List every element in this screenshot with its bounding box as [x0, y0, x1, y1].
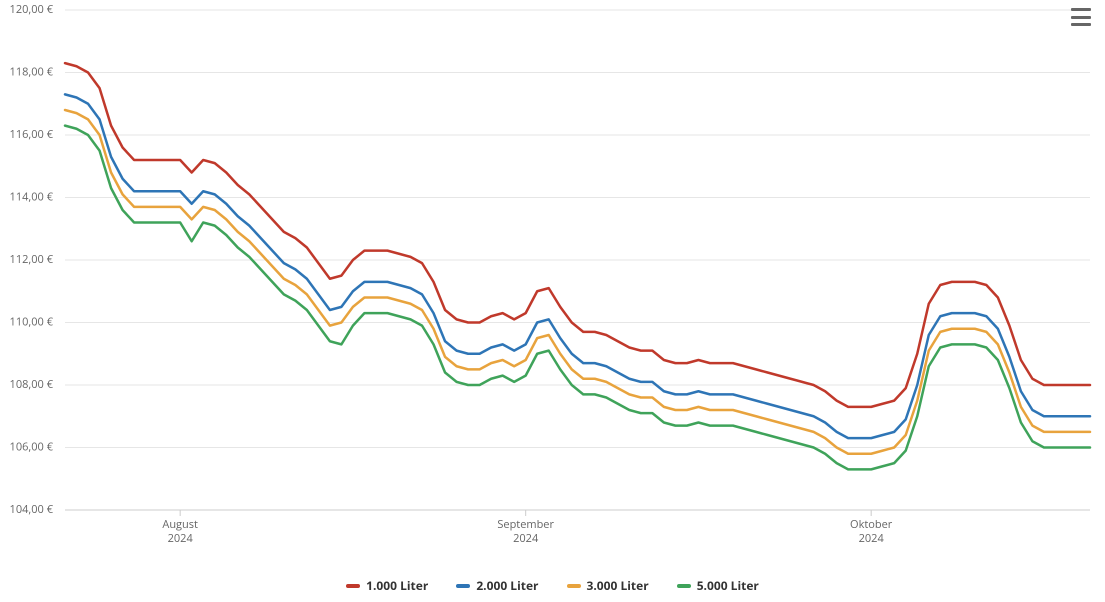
- legend-label: 5.000 Liter: [697, 577, 759, 594]
- price-chart: 104,00 € 106,00 € 108,00 € 110,00 € 112,00 €…: [0, 0, 1105, 602]
- legend-item[interactable]: 5.000 Liter: [677, 577, 759, 594]
- y-axis-tick-label: 104,00 €: [10, 502, 54, 517]
- legend-swatch: [677, 584, 691, 588]
- series-line: [65, 126, 1090, 470]
- y-axis-tick-label: 114,00 €: [10, 189, 54, 204]
- y-axis-tick-label: 110,00 €: [10, 314, 54, 329]
- y-axis-tick-label: 120,00 €: [10, 2, 54, 17]
- legend-swatch: [456, 584, 470, 588]
- chart-svg: 104,00 € 106,00 € 108,00 € 110,00 € 112,00 €…: [0, 0, 1105, 602]
- legend-label: 1.000 Liter: [366, 577, 428, 594]
- hamburger-icon: [1071, 23, 1091, 26]
- x-axis-tick-month: August: [162, 517, 198, 532]
- x-axis-tick-year: 2024: [168, 531, 194, 546]
- x-axis-tick-year: 2024: [513, 531, 539, 546]
- series-line: [65, 110, 1090, 454]
- hamburger-icon: [1071, 8, 1091, 11]
- legend-item[interactable]: 3.000 Liter: [567, 577, 649, 594]
- y-axis-tick-label: 112,00 €: [10, 252, 54, 267]
- legend-label: 3.000 Liter: [587, 577, 649, 594]
- series-line: [65, 94, 1090, 438]
- y-axis-tick-label: 108,00 €: [10, 377, 54, 392]
- y-axis-tick-label: 116,00 €: [10, 127, 54, 142]
- hamburger-icon: [1071, 16, 1091, 19]
- x-axis-tick-month: Oktober: [850, 517, 893, 532]
- legend-item[interactable]: 2.000 Liter: [456, 577, 538, 594]
- legend-swatch: [567, 584, 581, 588]
- chart-menu-button[interactable]: [1069, 6, 1093, 28]
- y-axis-tick-label: 106,00 €: [10, 439, 54, 454]
- x-axis-tick-year: 2024: [859, 531, 885, 546]
- chart-legend: 1.000 Liter 2.000 Liter 3.000 Liter 5.000 L…: [0, 577, 1105, 594]
- legend-label: 2.000 Liter: [476, 577, 538, 594]
- legend-item[interactable]: 1.000 Liter: [346, 577, 428, 594]
- x-axis-tick-month: September: [497, 517, 554, 532]
- legend-swatch: [346, 584, 360, 588]
- y-axis-tick-label: 118,00 €: [10, 64, 54, 79]
